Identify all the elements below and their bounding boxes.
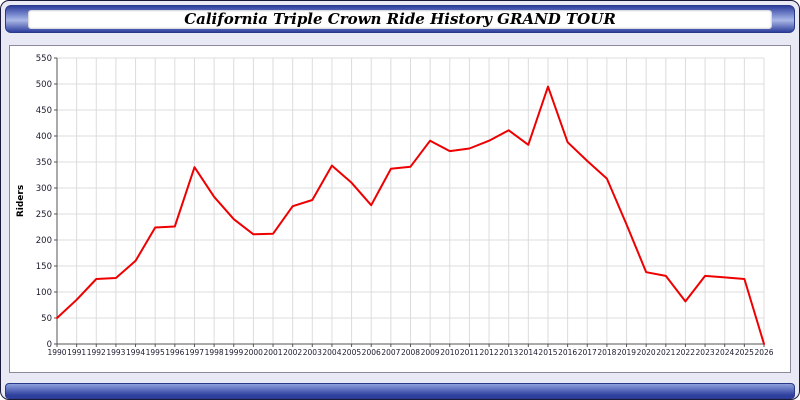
svg-text:2024: 2024 bbox=[715, 348, 734, 357]
title-plate: California Triple Crown Ride History GRA… bbox=[28, 9, 772, 29]
svg-text:1995: 1995 bbox=[146, 348, 165, 357]
svg-text:100: 100 bbox=[36, 288, 52, 298]
svg-text:2025: 2025 bbox=[735, 348, 754, 357]
svg-text:350: 350 bbox=[36, 158, 52, 168]
window-bottom-bar bbox=[5, 383, 795, 399]
svg-text:2017: 2017 bbox=[578, 348, 597, 357]
svg-text:1990: 1990 bbox=[47, 348, 66, 357]
svg-text:550: 550 bbox=[36, 54, 52, 64]
content-area: 0 50 100 150 200 250 300 350 400 450 500 550 1990 199… bbox=[1, 33, 799, 379]
svg-text:2012: 2012 bbox=[480, 348, 499, 357]
svg-text:2000: 2000 bbox=[244, 348, 263, 357]
svg-text:1994: 1994 bbox=[126, 348, 145, 357]
svg-text:2014: 2014 bbox=[519, 348, 538, 357]
chart-panel: 0 50 100 150 200 250 300 350 400 450 500 550 1990 199… bbox=[9, 45, 791, 373]
svg-text:2021: 2021 bbox=[656, 348, 675, 357]
svg-text:2013: 2013 bbox=[499, 348, 518, 357]
window-titlebar: California Triple Crown Ride History GRA… bbox=[5, 5, 795, 33]
svg-text:1997: 1997 bbox=[185, 348, 204, 357]
svg-text:2009: 2009 bbox=[421, 348, 440, 357]
svg-text:2023: 2023 bbox=[696, 348, 715, 357]
svg-text:2008: 2008 bbox=[401, 348, 420, 357]
svg-text:2003: 2003 bbox=[303, 348, 322, 357]
svg-text:2002: 2002 bbox=[283, 348, 302, 357]
svg-text:2005: 2005 bbox=[342, 348, 361, 357]
svg-text:1992: 1992 bbox=[87, 348, 106, 357]
svg-text:50: 50 bbox=[41, 314, 52, 324]
svg-text:200: 200 bbox=[36, 236, 52, 246]
svg-text:2007: 2007 bbox=[381, 348, 400, 357]
svg-text:2001: 2001 bbox=[263, 348, 282, 357]
svg-text:500: 500 bbox=[36, 80, 52, 90]
svg-text:1991: 1991 bbox=[67, 348, 86, 357]
svg-text:2006: 2006 bbox=[362, 348, 381, 357]
svg-text:2011: 2011 bbox=[460, 348, 479, 357]
page-title: California Triple Crown Ride History GRA… bbox=[184, 10, 616, 28]
svg-text:250: 250 bbox=[36, 210, 52, 220]
svg-text:2020: 2020 bbox=[637, 348, 656, 357]
svg-text:2010: 2010 bbox=[440, 348, 459, 357]
svg-text:2015: 2015 bbox=[538, 348, 557, 357]
svg-text:150: 150 bbox=[36, 262, 52, 272]
svg-text:2016: 2016 bbox=[558, 348, 577, 357]
svg-text:300: 300 bbox=[36, 184, 52, 194]
svg-text:1999: 1999 bbox=[224, 348, 243, 357]
svg-text:2004: 2004 bbox=[322, 348, 341, 357]
svg-text:2026: 2026 bbox=[754, 348, 773, 357]
svg-text:1996: 1996 bbox=[165, 348, 184, 357]
svg-text:Riders: Riders bbox=[16, 185, 26, 217]
svg-text:450: 450 bbox=[36, 106, 52, 116]
svg-text:2019: 2019 bbox=[617, 348, 636, 357]
svg-text:0: 0 bbox=[47, 340, 52, 350]
svg-text:2022: 2022 bbox=[676, 348, 695, 357]
svg-text:1998: 1998 bbox=[205, 348, 224, 357]
svg-text:400: 400 bbox=[36, 132, 52, 142]
svg-text:1993: 1993 bbox=[106, 348, 125, 357]
svg-text:2018: 2018 bbox=[597, 348, 616, 357]
